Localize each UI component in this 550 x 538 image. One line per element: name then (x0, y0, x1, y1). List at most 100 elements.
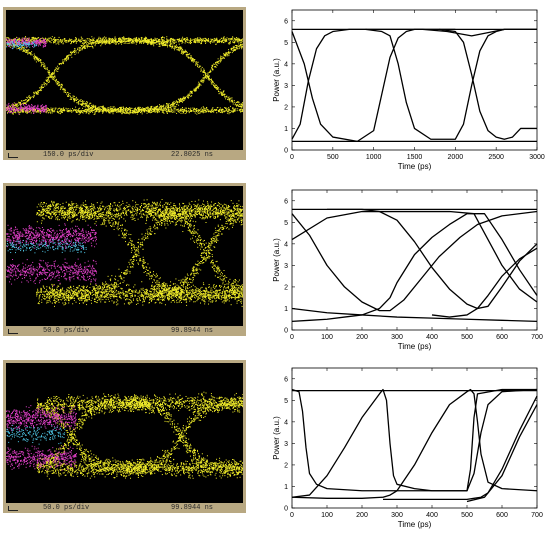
trace-sample (184, 42, 186, 44)
trace-sample (236, 41, 238, 43)
trace-sample (179, 48, 181, 50)
trace-sample (212, 209, 214, 211)
trace-sample (13, 110, 15, 112)
trace-sample (91, 36, 93, 38)
trace-sample (163, 39, 165, 41)
trace-sample (14, 38, 16, 40)
trace-sample (79, 47, 81, 49)
trace-sample (213, 41, 215, 43)
trace-sample (18, 43, 20, 45)
trace-sample (137, 111, 139, 113)
trace-sample (41, 107, 43, 109)
trace-sample (159, 108, 161, 110)
trace-sample (41, 86, 43, 88)
trace-sample (79, 103, 81, 105)
trace-sample (160, 42, 162, 44)
trace-sample (228, 38, 230, 40)
trace-sample (236, 47, 238, 49)
trace-sample (209, 213, 211, 215)
trace-sample (83, 45, 85, 47)
trace-sample (185, 217, 187, 219)
trace-sample (18, 107, 20, 109)
trace-sample (194, 89, 196, 91)
trace-sample (169, 106, 171, 108)
trace-sample (184, 98, 186, 100)
trace-sample (22, 108, 24, 110)
trace-sample (102, 111, 104, 113)
trace-sample (98, 210, 100, 212)
trace-sample (26, 50, 28, 52)
trace-sample (129, 212, 131, 214)
trace-sample (150, 215, 152, 217)
trace-sample (55, 67, 57, 69)
trace-sample (193, 108, 195, 110)
trace-sample (82, 103, 84, 105)
trace-sample (52, 73, 54, 75)
trace-sample (232, 110, 234, 112)
trace-sample (194, 60, 196, 62)
trace-sample (8, 106, 10, 108)
trace-sample (169, 44, 171, 46)
trace-sample (136, 113, 138, 115)
trace-sample (218, 41, 220, 43)
trace-sample (71, 56, 73, 58)
trace-sample (231, 38, 233, 40)
trace-sample (136, 36, 138, 38)
trace-sample (140, 40, 142, 42)
trace-sample (14, 38, 16, 40)
trace-sample (44, 45, 46, 47)
trace-sample (153, 110, 155, 112)
trace-sample (9, 107, 11, 109)
trace-sample (42, 38, 44, 40)
trace-sample (67, 56, 69, 58)
trace-sample (174, 105, 176, 107)
trace-sample (162, 205, 164, 207)
trace-sample (163, 37, 165, 39)
trace-sample (33, 106, 35, 108)
trace-sample (211, 201, 213, 203)
trace-sample (57, 83, 59, 85)
trace-sample (146, 42, 148, 44)
trace-sample (208, 78, 210, 80)
trace-sample (200, 68, 202, 70)
trace-sample (150, 211, 152, 213)
trace-sample (18, 111, 20, 113)
trace-sample (87, 45, 89, 47)
trace-sample (195, 108, 197, 110)
trace-sample (174, 107, 176, 109)
trace-sample (207, 40, 209, 42)
trace-sample (38, 111, 40, 113)
trace-sample (207, 38, 209, 40)
trace-sample (170, 43, 172, 45)
trace-sample (36, 109, 38, 111)
trace-sample (115, 216, 117, 218)
trace-sample (240, 106, 242, 108)
trace-sample (237, 39, 239, 41)
trace-sample (221, 39, 223, 41)
trace-sample (212, 66, 214, 68)
trace-sample (218, 62, 220, 64)
trace-sample (222, 39, 224, 41)
trace-sample (170, 104, 172, 106)
trace-sample (127, 109, 129, 111)
trace-sample (74, 213, 76, 215)
trace-sample (145, 40, 147, 42)
trace-sample (206, 211, 208, 213)
trace-sample (108, 209, 110, 211)
trace-sample (222, 109, 224, 111)
trace-sample (43, 40, 45, 42)
trace-sample (8, 109, 10, 111)
trace-sample (33, 111, 35, 113)
trace-sample (112, 40, 114, 42)
trace-sample (199, 65, 201, 67)
trace-sample (117, 111, 119, 113)
trace-sample (9, 43, 11, 45)
trace-sample (52, 77, 54, 79)
trace-sample (81, 42, 83, 44)
trace-sample (205, 217, 207, 219)
trace-sample (13, 105, 15, 107)
trace-sample (224, 107, 226, 109)
trace-sample (232, 111, 234, 113)
trace-sample (61, 110, 63, 112)
trace-sample (156, 108, 158, 110)
